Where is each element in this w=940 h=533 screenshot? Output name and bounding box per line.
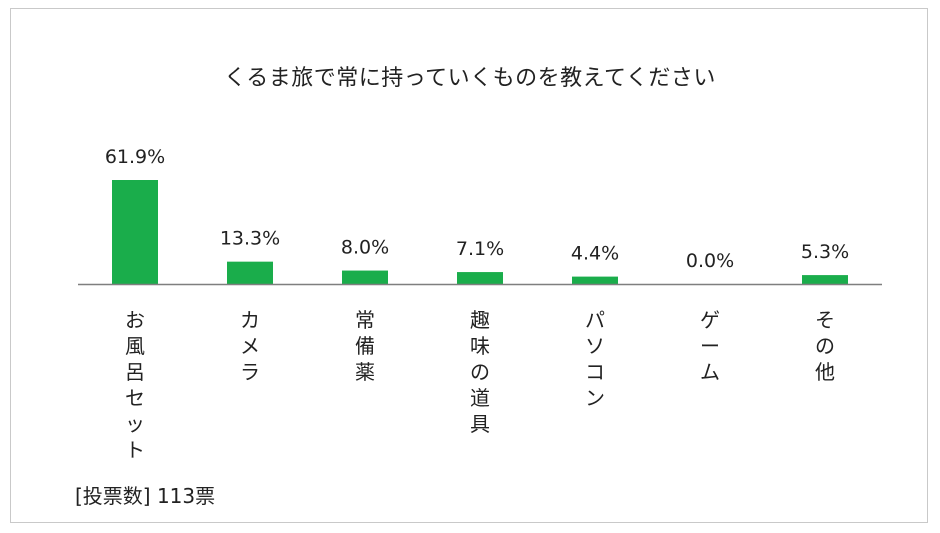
value-label-2: 8.0% (341, 237, 389, 259)
category-label-4: パソコン (585, 308, 605, 410)
bar-1 (227, 261, 273, 284)
bar-6 (802, 275, 848, 284)
bar-3 (457, 272, 503, 284)
value-label-3: 7.1% (456, 238, 504, 260)
category-label-2: 常備薬 (355, 308, 375, 384)
value-labels-layer: 61.9% 13.3% 8.0% 7.1% 4.4% 0.0% 5.3% (105, 146, 849, 272)
category-label-3: 趣味の道具 (470, 308, 490, 436)
category-labels-layer: お風呂セット カメラ 常備薬 趣味の道具 パソコン ゲーム その他 (125, 308, 835, 462)
value-label-6: 5.3% (801, 241, 849, 263)
category-label-6: その他 (815, 308, 835, 384)
bar-0 (112, 180, 158, 284)
value-label-0: 61.9% (105, 146, 165, 168)
category-label-1: カメラ (240, 308, 260, 384)
bar-4 (572, 276, 618, 284)
bars-layer (112, 180, 848, 284)
category-label-5: ゲーム (700, 308, 720, 384)
value-label-4: 4.4% (571, 243, 619, 265)
bar-2 (342, 270, 388, 284)
vote-count: [投票数] 113票 (75, 484, 216, 508)
chart-frame (10, 8, 928, 523)
chart-title: くるま旅で常に持っていくものを教えてください (224, 66, 716, 91)
value-label-5: 0.0% (686, 250, 734, 272)
category-label-0: お風呂セット (125, 308, 145, 462)
value-label-1: 13.3% (220, 228, 280, 250)
